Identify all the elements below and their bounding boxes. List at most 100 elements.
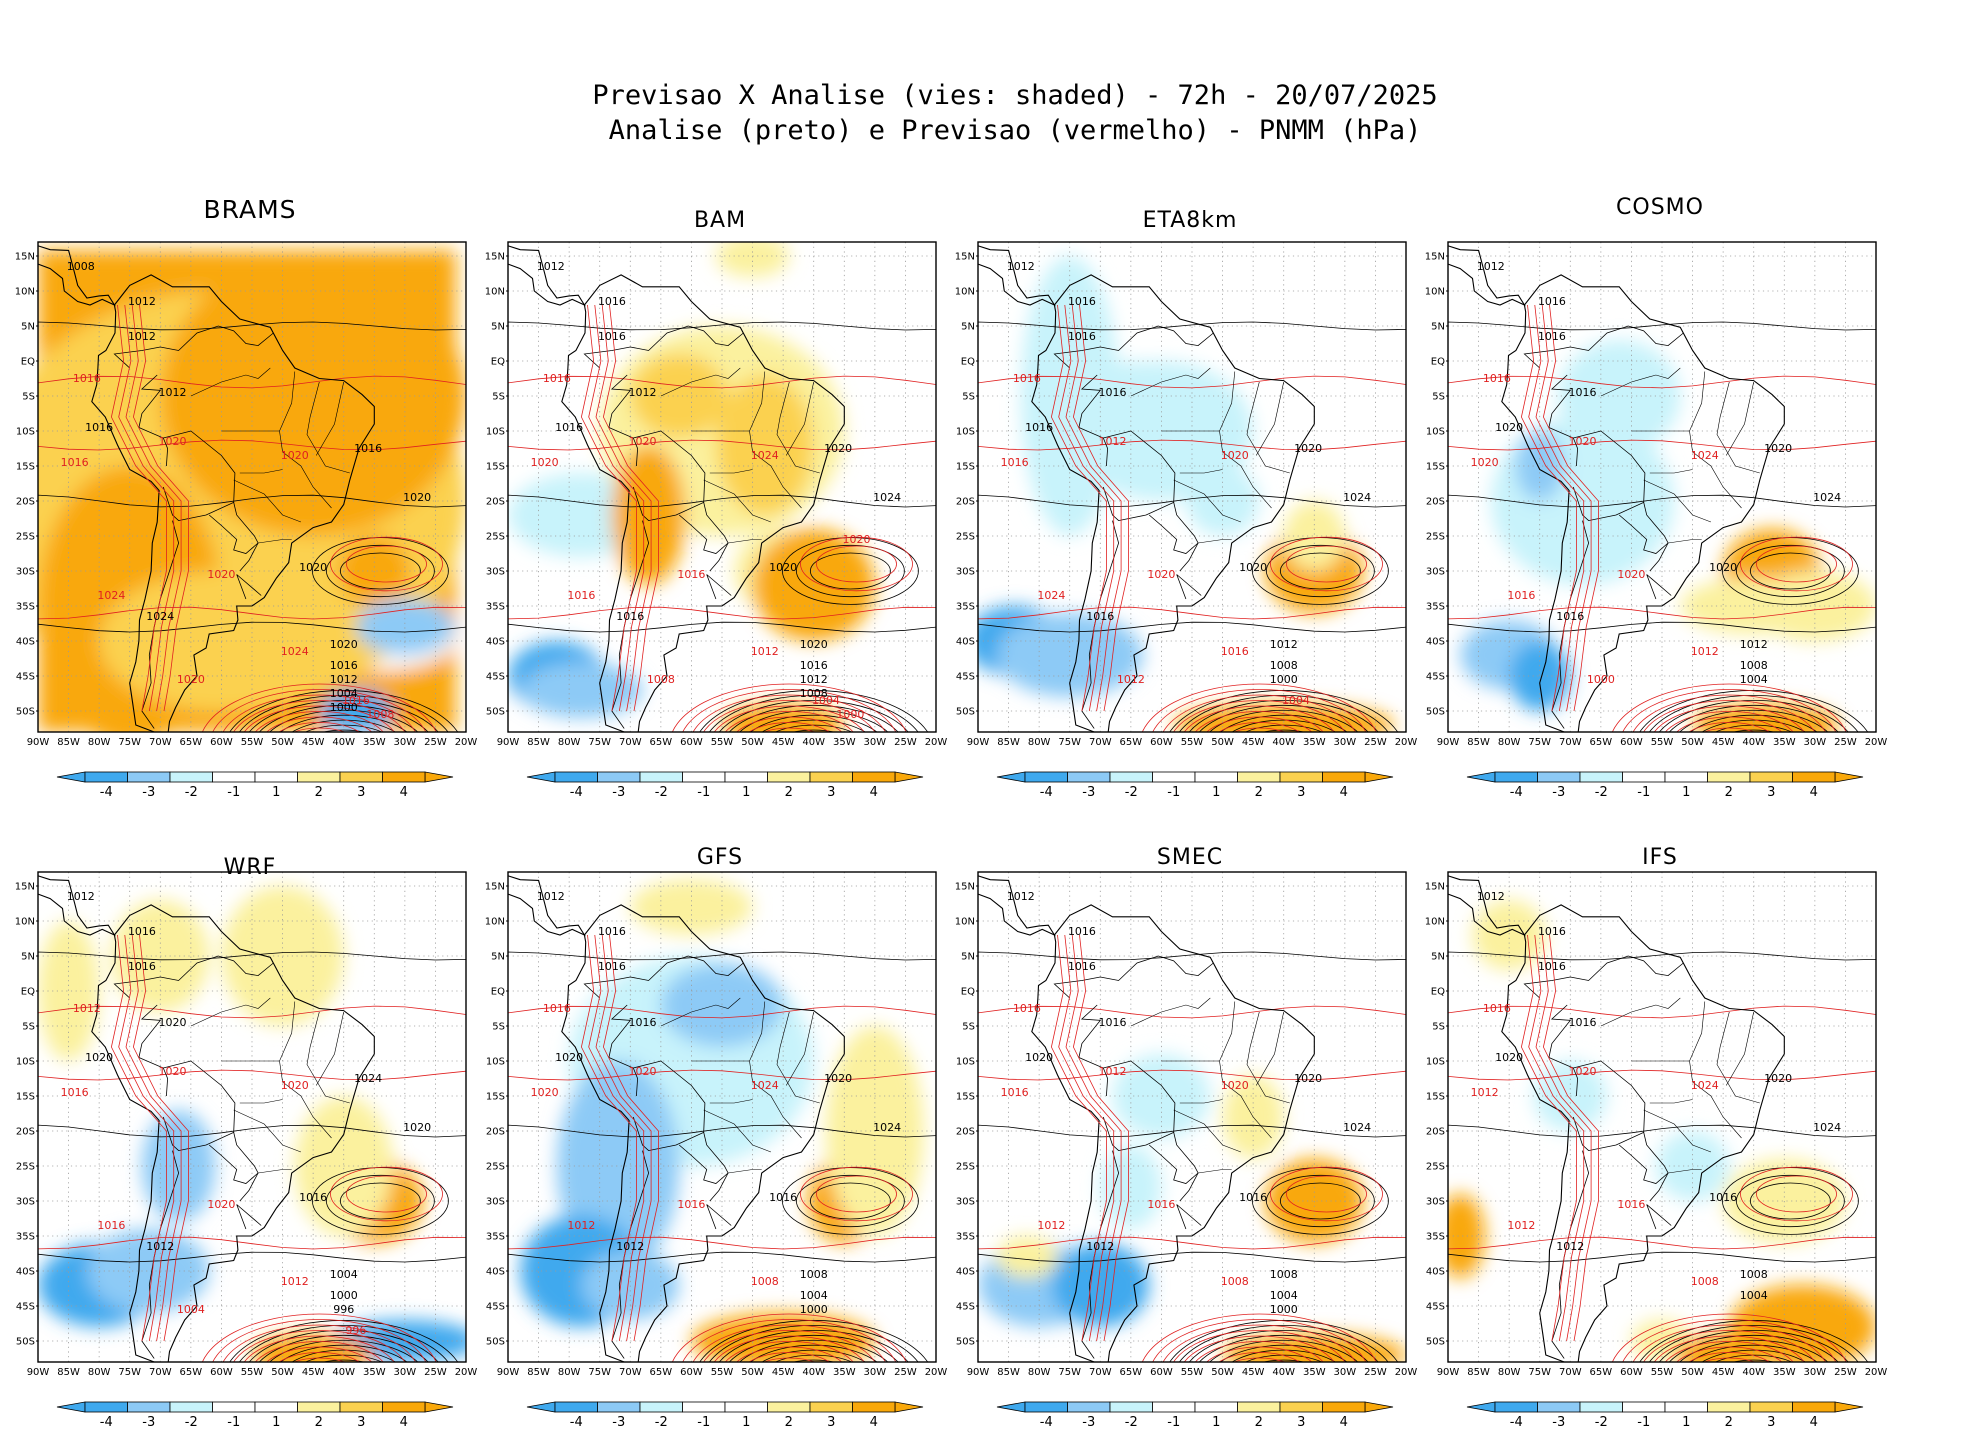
lat-tick-label: 20S: [16, 497, 35, 508]
analysis-isobar-label: 1008: [1740, 659, 1768, 672]
colorbar-swatch: [597, 771, 641, 783]
contour-labels: 1008101210121012101610161020102010241020…: [61, 260, 431, 721]
lon-tick-label: 65W: [650, 1367, 673, 1378]
colorbar-swatch: [1622, 771, 1666, 783]
forecast-isobar-label: 1020: [281, 1079, 309, 1092]
bias-area: [1558, 340, 1681, 452]
colorbar: -4 -3 -2 -1 1 2 3 4: [1466, 1401, 1864, 1430]
colorbar-swatch: [1749, 771, 1793, 783]
analysis-isobar-label: 1020: [403, 1121, 431, 1134]
axis-labels: 15N 10N 5N EQ 5S 10S 15S 20S 25S 30S 35S 40S 45S 50S 9…: [15, 252, 478, 749]
lon-tick-label: 60W: [210, 737, 233, 748]
lat-tick-label: 25S: [16, 1162, 35, 1173]
analysis-isobar-label: 1016: [1068, 960, 1096, 973]
colorbar-swatch: [1579, 1401, 1623, 1413]
lat-tick-label: 5S: [492, 392, 505, 403]
lat-tick-label: 35S: [956, 602, 975, 613]
lat-tick-label: 10S: [1426, 427, 1445, 438]
lat-tick-label: 40S: [956, 1267, 975, 1278]
colorbar-label: -2: [185, 785, 198, 800]
colorbar-label: -3: [612, 785, 625, 800]
colorbar-swatch: [84, 1401, 128, 1413]
lat-tick-label: 45S: [956, 672, 975, 683]
forecast-isobar-label: 1024: [751, 1079, 779, 1092]
analysis-isobar-label: 1016: [800, 659, 828, 672]
lat-tick-label: 30S: [486, 1197, 505, 1208]
colorbar-label: 2: [785, 785, 793, 800]
colorbar-label: -3: [142, 785, 155, 800]
lon-tick-label: 90W: [497, 737, 520, 748]
colorbar-label: -1: [1637, 785, 1650, 800]
colorbar-swatch: [1494, 1401, 1538, 1413]
colorbar-label: 4: [870, 1415, 878, 1430]
lon-tick-label: 30W: [394, 737, 417, 748]
colorbar-label: -2: [1595, 785, 1608, 800]
lat-tick-label: 5N: [491, 952, 505, 963]
lat-tick-label: 30S: [16, 1197, 35, 1208]
colorbar-swatch: [1494, 771, 1538, 783]
forecast-isobar-label: 1020: [1147, 568, 1175, 581]
colorbar-swatch: [809, 1401, 853, 1413]
colorbar-swatch: [852, 1401, 896, 1413]
analysis-isobar-label: 1020: [1495, 421, 1523, 434]
lon-tick-label: 40W: [802, 1367, 825, 1378]
lon-tick-label: 80W: [1028, 1367, 1051, 1378]
forecast-isobar-label: 1008: [751, 1275, 779, 1288]
lat-tick-label: EQ: [1431, 357, 1445, 368]
colorbar: -4 -3 -2 -1 1 2 3 4: [996, 1401, 1394, 1430]
lon-tick-label: 30W: [1804, 1367, 1827, 1378]
lat-tick-label: 10N: [1425, 287, 1445, 298]
lat-tick-label: 35S: [1426, 1232, 1445, 1243]
analysis-isobar-label: 1020: [1025, 1051, 1053, 1064]
lon-tick-label: 35W: [1773, 1367, 1796, 1378]
colorbar-label: -4: [570, 1415, 583, 1430]
colorbar-swatch: [1537, 771, 1581, 783]
lon-tick-label: 70W: [619, 737, 642, 748]
contour-labels: 1012 1016 1016 1016 1020 1020 1024 1016 1012 1008…: [1471, 890, 1841, 1302]
isobars: [38, 951, 466, 1362]
lon-tick-label: 70W: [149, 737, 172, 748]
forecast-isobar-label: 1020: [1569, 435, 1597, 448]
colorbar-label: 1: [1682, 785, 1690, 800]
lon-tick-label: 45W: [1712, 1367, 1735, 1378]
colorbar-swatch: [1024, 1401, 1068, 1413]
lon-tick-label: 90W: [27, 1367, 50, 1378]
analysis-isobar-label: 1012: [1270, 638, 1298, 651]
colorbar: -4 -3 -2 -1 1 2 3 4: [996, 771, 1394, 800]
contour-labels: 1012101610161012101610201024102010161020…: [531, 260, 901, 721]
lat-tick-label: 35S: [486, 1232, 505, 1243]
colorbar-swatch: [1152, 771, 1196, 783]
lat-tick-label: 5S: [962, 1022, 975, 1033]
colorbar-swatch: [1322, 1401, 1366, 1413]
forecast-isobar-label: 1016: [73, 372, 101, 385]
andes-contours: [110, 304, 189, 712]
colorbar-swatch: [1279, 771, 1323, 783]
colorbar-label: -1: [697, 1415, 710, 1430]
lon-tick-label: 70W: [619, 1367, 642, 1378]
lon-tick-label: 50W: [271, 1367, 294, 1378]
colorbar-label: 4: [1810, 785, 1818, 800]
analysis-isobar-label: 1024: [1813, 491, 1841, 504]
colorbar-label: -1: [697, 785, 710, 800]
lat-tick-label: 5N: [961, 952, 975, 963]
lat-tick-label: 25S: [486, 532, 505, 543]
map-svg: 1012 1016 1016 1020 1020 1024 1020 1016 1012 1004…: [15, 871, 477, 1430]
panel-title: ETA8km: [1142, 208, 1238, 233]
axis-labels: 15N 10N 5N EQ 5S 10S 15S 20S 25S 30S 35S 40S 45S 50S 9…: [955, 252, 1418, 749]
analysis-isobar-label: 1004: [330, 687, 358, 700]
lat-tick-label: 50S: [16, 707, 35, 718]
lat-tick-label: 40S: [486, 1267, 505, 1278]
analysis-isobar-label: 1004: [800, 1289, 828, 1302]
colorbar-swatch: [1067, 1401, 1111, 1413]
lon-tick-label: 45W: [302, 737, 325, 748]
colorbar-swatch: [1664, 1401, 1708, 1413]
lat-tick-label: 15N: [955, 882, 975, 893]
forecast-isobar-label: 1020: [281, 449, 309, 462]
lon-tick-label: 35W: [1303, 737, 1326, 748]
analysis-isobar-label: 1020: [403, 491, 431, 504]
colorbar-label: -4: [100, 1415, 113, 1430]
colorbar-swatch: [767, 771, 811, 783]
contour-labels: 1012 1016 1016 1016 1020 1020 1024 1016 1012 1008…: [1001, 890, 1371, 1316]
lon-tick-label: 60W: [210, 1367, 233, 1378]
lat-tick-label: 45S: [1426, 672, 1445, 683]
